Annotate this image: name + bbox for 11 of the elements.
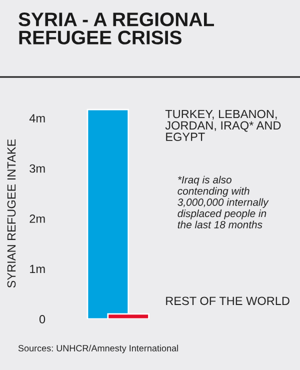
y-tick-label: 3m [30, 164, 45, 173]
y-tick-label: 1m [30, 264, 45, 274]
annotation: *Iraq is also contending with 3,000,000 internally displaced people in the last 18 months [178, 176, 269, 228]
y-tick-label: 2m [30, 214, 45, 223]
source-note: Sources: UNHCR/Amnesty International [18, 344, 178, 354]
series-label: REST OF THE WORLD [166, 296, 290, 306]
y-tick-label: 4m [29, 114, 45, 122]
y-tick-label: 0 [39, 315, 46, 324]
y-axis-title: SYRIAN REFUGEE INTAKE [7, 139, 16, 288]
chart-title: SYRIA - A REGIONAL REFUGEE CRISIS [18, 12, 214, 44]
text: TURKEY, LEBANON, JORDAN, IRAQ* AND EGYPT [165, 110, 281, 142]
